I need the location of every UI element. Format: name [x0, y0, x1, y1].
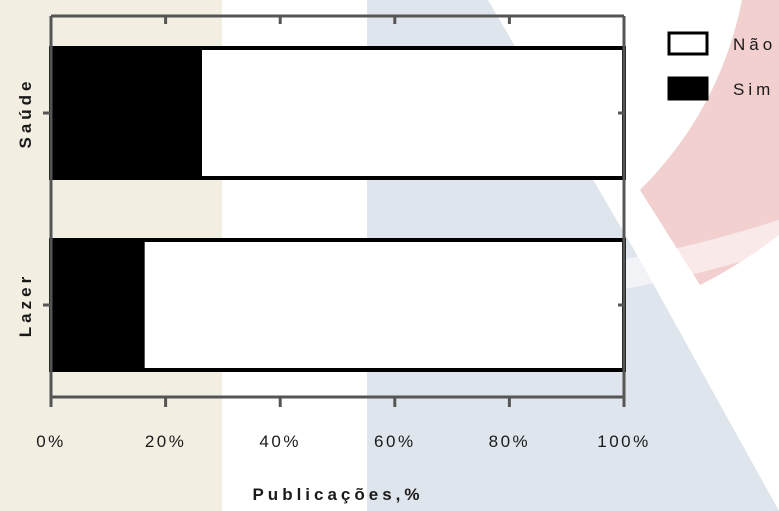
x-tick-label: 40% [259, 432, 301, 451]
legend: Não Sim [667, 31, 776, 101]
legend-label-sim: Sim [733, 80, 774, 99]
x-ticks-layer: 0% 20% 40% 60% 80% 100% [36, 16, 650, 451]
bar-lazer-nao [140, 238, 626, 372]
x-tick-label: 100% [597, 432, 650, 451]
category-label-lazer: Lazer [16, 273, 35, 337]
x-tick-label: 20% [145, 432, 187, 451]
category-labels-layer: Saúde Lazer [16, 77, 35, 337]
x-tick-label: 80% [489, 432, 531, 451]
x-tick-label: 0% [36, 432, 66, 451]
x-axis-title: Publicações,% [252, 485, 423, 504]
bar-saude-sim [49, 46, 202, 180]
bar-saude-nao [197, 46, 626, 180]
axes-layer [43, 14, 626, 399]
legend-swatch-sim [667, 76, 709, 101]
legend-label-nao: Não [733, 35, 776, 54]
legend-swatch-nao [667, 31, 709, 56]
bars-layer [49, 46, 626, 372]
category-label-saude: Saúde [16, 77, 35, 148]
bg-pink-arc-right [640, 0, 779, 285]
bar-lazer-sim [49, 238, 145, 372]
x-tick-label: 60% [374, 432, 416, 451]
